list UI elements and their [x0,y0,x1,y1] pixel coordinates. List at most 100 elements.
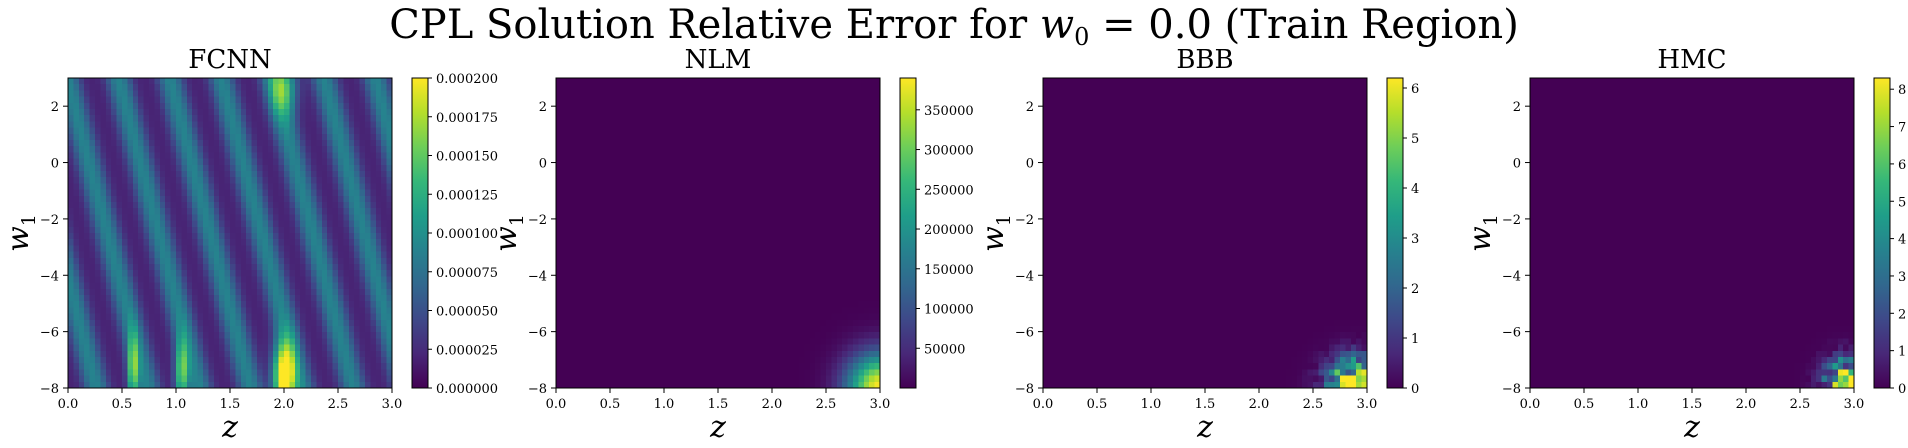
heatmap-cell [321,381,328,389]
heatmap-cell [610,152,616,160]
heatmap-cell [311,226,317,234]
heatmap-cell [176,152,182,160]
heatmap-cell [213,220,220,228]
heatmap-cell [143,375,150,383]
heatmap-cell [300,357,307,364]
heatmap-cell [305,313,312,321]
heatmap-cell [267,90,274,98]
heatmap-cell [626,158,633,166]
heatmap-cell [761,202,768,209]
heatmap-cell [316,344,323,352]
heatmap-cell [170,164,177,172]
heatmap-cell [235,78,242,85]
heatmap-cell [305,202,312,209]
heatmap-cell [332,251,339,259]
heatmap-cell [588,189,595,197]
heatmap-cell [68,177,74,184]
heatmap-cell [100,357,107,364]
heatmap-cell [728,102,735,110]
heatmap-cell [599,276,606,284]
heatmap-cell [637,326,643,333]
heatmap-cell [739,251,746,259]
heatmap-cell [327,381,334,389]
heatmap-cell [610,202,616,209]
heatmap-cell [712,288,719,296]
heatmap-cell [321,195,328,203]
heatmap-cell [235,127,242,135]
heatmap-cell [588,344,595,352]
heatmap-cell [691,127,697,135]
heatmap-cell [583,233,589,240]
heatmap-cell [647,220,654,228]
heatmap-cell [257,90,263,98]
heatmap-cell [761,276,768,284]
heatmap-cell [745,195,751,203]
heatmap-cell [728,338,735,346]
heatmap-cell [739,146,746,153]
heatmap-cell [647,301,654,308]
heatmap-cell [669,264,676,271]
heatmap-cell [728,375,735,383]
heatmap-cell [235,189,242,197]
heatmap-cell [289,133,296,141]
heatmap-cell [127,350,134,358]
heatmap-cell [691,369,697,377]
heatmap-cell [365,164,371,172]
heatmap-cell [251,183,258,191]
heatmap-cell [375,195,382,203]
heatmap-cell [674,369,681,377]
heatmap-cell [122,233,128,240]
heatmap-cell [359,133,366,141]
heatmap-cell [664,171,670,178]
heatmap-cell [359,338,366,346]
heatmap-cell [745,276,751,284]
heatmap-cell [701,288,708,296]
heatmap-cell [100,171,107,178]
heatmap-cell [267,239,274,246]
heatmap-cell [176,226,182,234]
heatmap-cell [111,313,118,321]
heatmap-cell [230,381,236,389]
heatmap-cell [143,245,150,253]
heatmap-cell [739,288,746,296]
heatmap-cell [631,121,638,129]
heatmap-cell [354,319,361,327]
heatmap-cell [723,96,730,104]
heatmap-cell [669,121,676,129]
heatmap-cell [375,264,382,271]
heatmap-cell [653,96,660,104]
heatmap-cell [240,109,247,116]
heatmap-cell [577,251,584,259]
heatmap-cell [375,282,382,290]
heatmap-cell [375,164,382,172]
heatmap-cell [354,152,361,160]
heatmap-cell [761,307,768,315]
heatmap-cell [761,264,768,271]
heatmap-cell [84,115,91,122]
heatmap-cell [691,295,697,302]
heatmap-cell [707,133,714,141]
heatmap-cell [745,363,751,370]
heatmap-cell [701,121,708,129]
heatmap-cell [84,350,91,358]
heatmap-cell [707,102,714,110]
heatmap-cell [240,202,247,209]
heatmap-cell [230,338,236,346]
heatmap-cell [257,257,263,265]
heatmap-cell [701,313,708,321]
heatmap-cell [359,127,366,135]
heatmap-cell [73,251,80,259]
heatmap-cell [359,84,366,91]
heatmap-cell [127,195,134,203]
heatmap-cell [370,115,377,122]
colorbar-tick-label: 0.000075 [436,266,498,281]
heatmap-cell [311,239,317,246]
heatmap-cell [343,363,350,370]
heatmap-cell [338,171,344,178]
heatmap-cell [647,195,654,203]
heatmap-cell [674,226,681,234]
heatmap-cell [658,133,665,141]
heatmap-cell [294,301,301,308]
heatmap-cell [691,276,697,284]
heatmap-cell [73,264,80,271]
